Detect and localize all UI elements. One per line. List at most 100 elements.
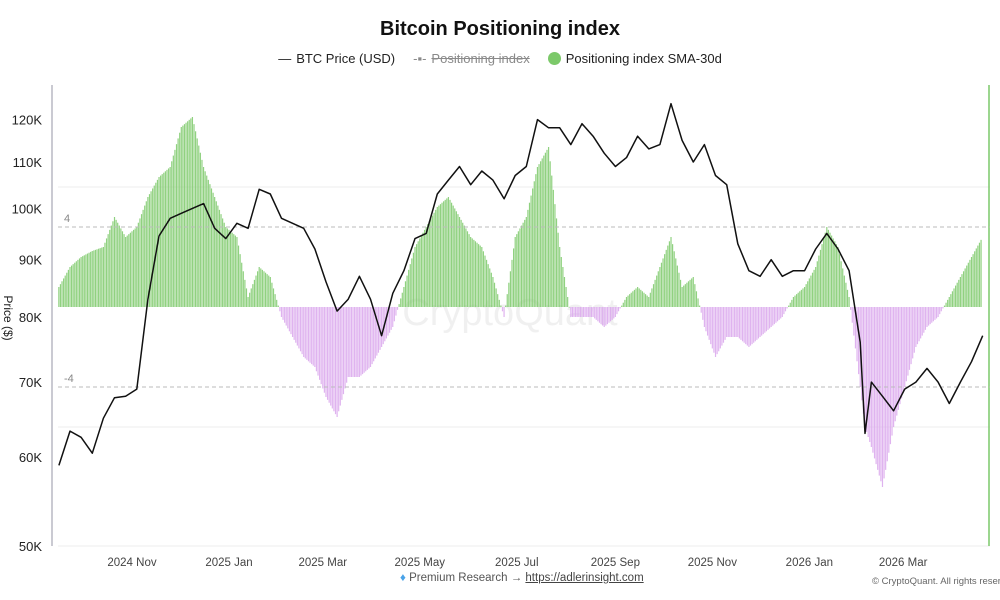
sma-bar (883, 307, 885, 479)
sma-bar (522, 222, 524, 307)
sma-bar (231, 232, 233, 307)
sma-bar (314, 307, 316, 367)
sma-bar (557, 232, 559, 307)
footer-link[interactable]: https://adlerinsight.com (525, 572, 644, 584)
sma-bar (169, 167, 171, 307)
sma-bar (788, 305, 790, 307)
sma-bar (633, 289, 636, 307)
sma-bar (773, 307, 775, 325)
sma-bar (260, 268, 262, 307)
sma-bar (411, 258, 413, 307)
sma-bar (295, 307, 297, 343)
sma-bar (373, 307, 375, 362)
sma-bar (109, 229, 111, 307)
sma-bar (920, 307, 922, 339)
sma-bar (821, 244, 823, 307)
sma-bar (831, 235, 833, 307)
y-axis-label: Price ($) (1, 295, 15, 340)
x-tick-label: 2024 Nov (107, 557, 156, 569)
sma-bar (893, 307, 895, 427)
sma-bar (721, 307, 723, 346)
line-icon: — (278, 51, 292, 66)
sma-bar (358, 307, 360, 377)
sma-bar (581, 307, 583, 317)
sma-bar (177, 138, 179, 307)
legend-item-index[interactable]: -▪- Positioning index (413, 51, 530, 66)
sma-bar (638, 288, 640, 307)
sma-bar (842, 268, 844, 307)
legend-item-price[interactable]: — BTC Price (USD) (278, 51, 396, 66)
sma-bar (802, 288, 804, 307)
sma-bar (627, 295, 629, 307)
sma-bar (195, 131, 197, 307)
sma-bar (775, 307, 777, 323)
sma-bar (956, 282, 958, 307)
sma-bar (823, 238, 825, 307)
legend-item-sma[interactable]: Positioning index SMA-30d (547, 51, 722, 66)
sma-bar (91, 251, 93, 307)
sma-bar (225, 227, 227, 307)
sma-bar (738, 307, 740, 339)
sma-bar (218, 209, 221, 307)
sma-bar (571, 307, 574, 317)
y-tick-label: 90K (19, 253, 42, 268)
sma-bar (706, 307, 709, 336)
sma-bar (546, 149, 548, 307)
sma-bar (487, 264, 489, 307)
sma-bar (789, 302, 791, 307)
sma-bar (63, 278, 65, 307)
sma-bar (816, 261, 818, 307)
sma-bar (490, 272, 492, 307)
sma-bar (656, 275, 658, 307)
sma-bar (530, 195, 532, 307)
sma-bar (352, 307, 354, 377)
sma-bar (450, 202, 453, 307)
sma-bar (845, 282, 847, 307)
sma-bar (549, 161, 551, 307)
sma-bar (616, 307, 618, 315)
sma-bar (287, 307, 289, 329)
sma-bar (759, 307, 761, 337)
dot-icon (547, 52, 561, 65)
sma-bar (447, 197, 450, 307)
sma-bar (304, 307, 306, 359)
sma-bar (703, 307, 705, 327)
sma-bar (431, 215, 434, 307)
sma-bar (678, 272, 680, 307)
sma-bar (794, 295, 796, 307)
sma-bar (463, 225, 465, 307)
sma-bar (164, 171, 166, 307)
sma-bar (474, 241, 477, 307)
sma-bar (428, 221, 430, 307)
sma-bar (484, 255, 486, 307)
sma-bar (889, 307, 892, 445)
sma-bar (481, 247, 483, 307)
sma-bar (667, 245, 669, 307)
sma-bar (416, 244, 418, 307)
sma-bar (513, 248, 515, 307)
sma-bar (271, 282, 273, 307)
sma-bar (182, 125, 184, 307)
sma-bar (575, 307, 577, 317)
legend: — BTC Price (USD) -▪- Positioning index Po… (0, 51, 1000, 66)
sma-bar (525, 217, 527, 307)
sma-bar (646, 295, 648, 307)
line-marker-icon: -▪- (413, 51, 427, 66)
sma-bar (67, 269, 69, 307)
sma-bar (64, 275, 66, 307)
sma-bar (660, 262, 663, 307)
sma-bar (595, 307, 597, 320)
sma-bar (875, 307, 877, 465)
sma-bar (422, 232, 424, 307)
sma-bar (492, 277, 494, 307)
sma-bar (131, 231, 133, 307)
sma-bar (594, 307, 596, 319)
sma-bar (325, 307, 327, 397)
sma-bar (737, 307, 739, 337)
sma-bar (393, 307, 395, 322)
sma-bar (603, 307, 605, 327)
sma-bar (579, 307, 581, 317)
sma-bar (175, 144, 178, 307)
sma-bar (959, 277, 961, 307)
sma-bar (296, 307, 298, 346)
